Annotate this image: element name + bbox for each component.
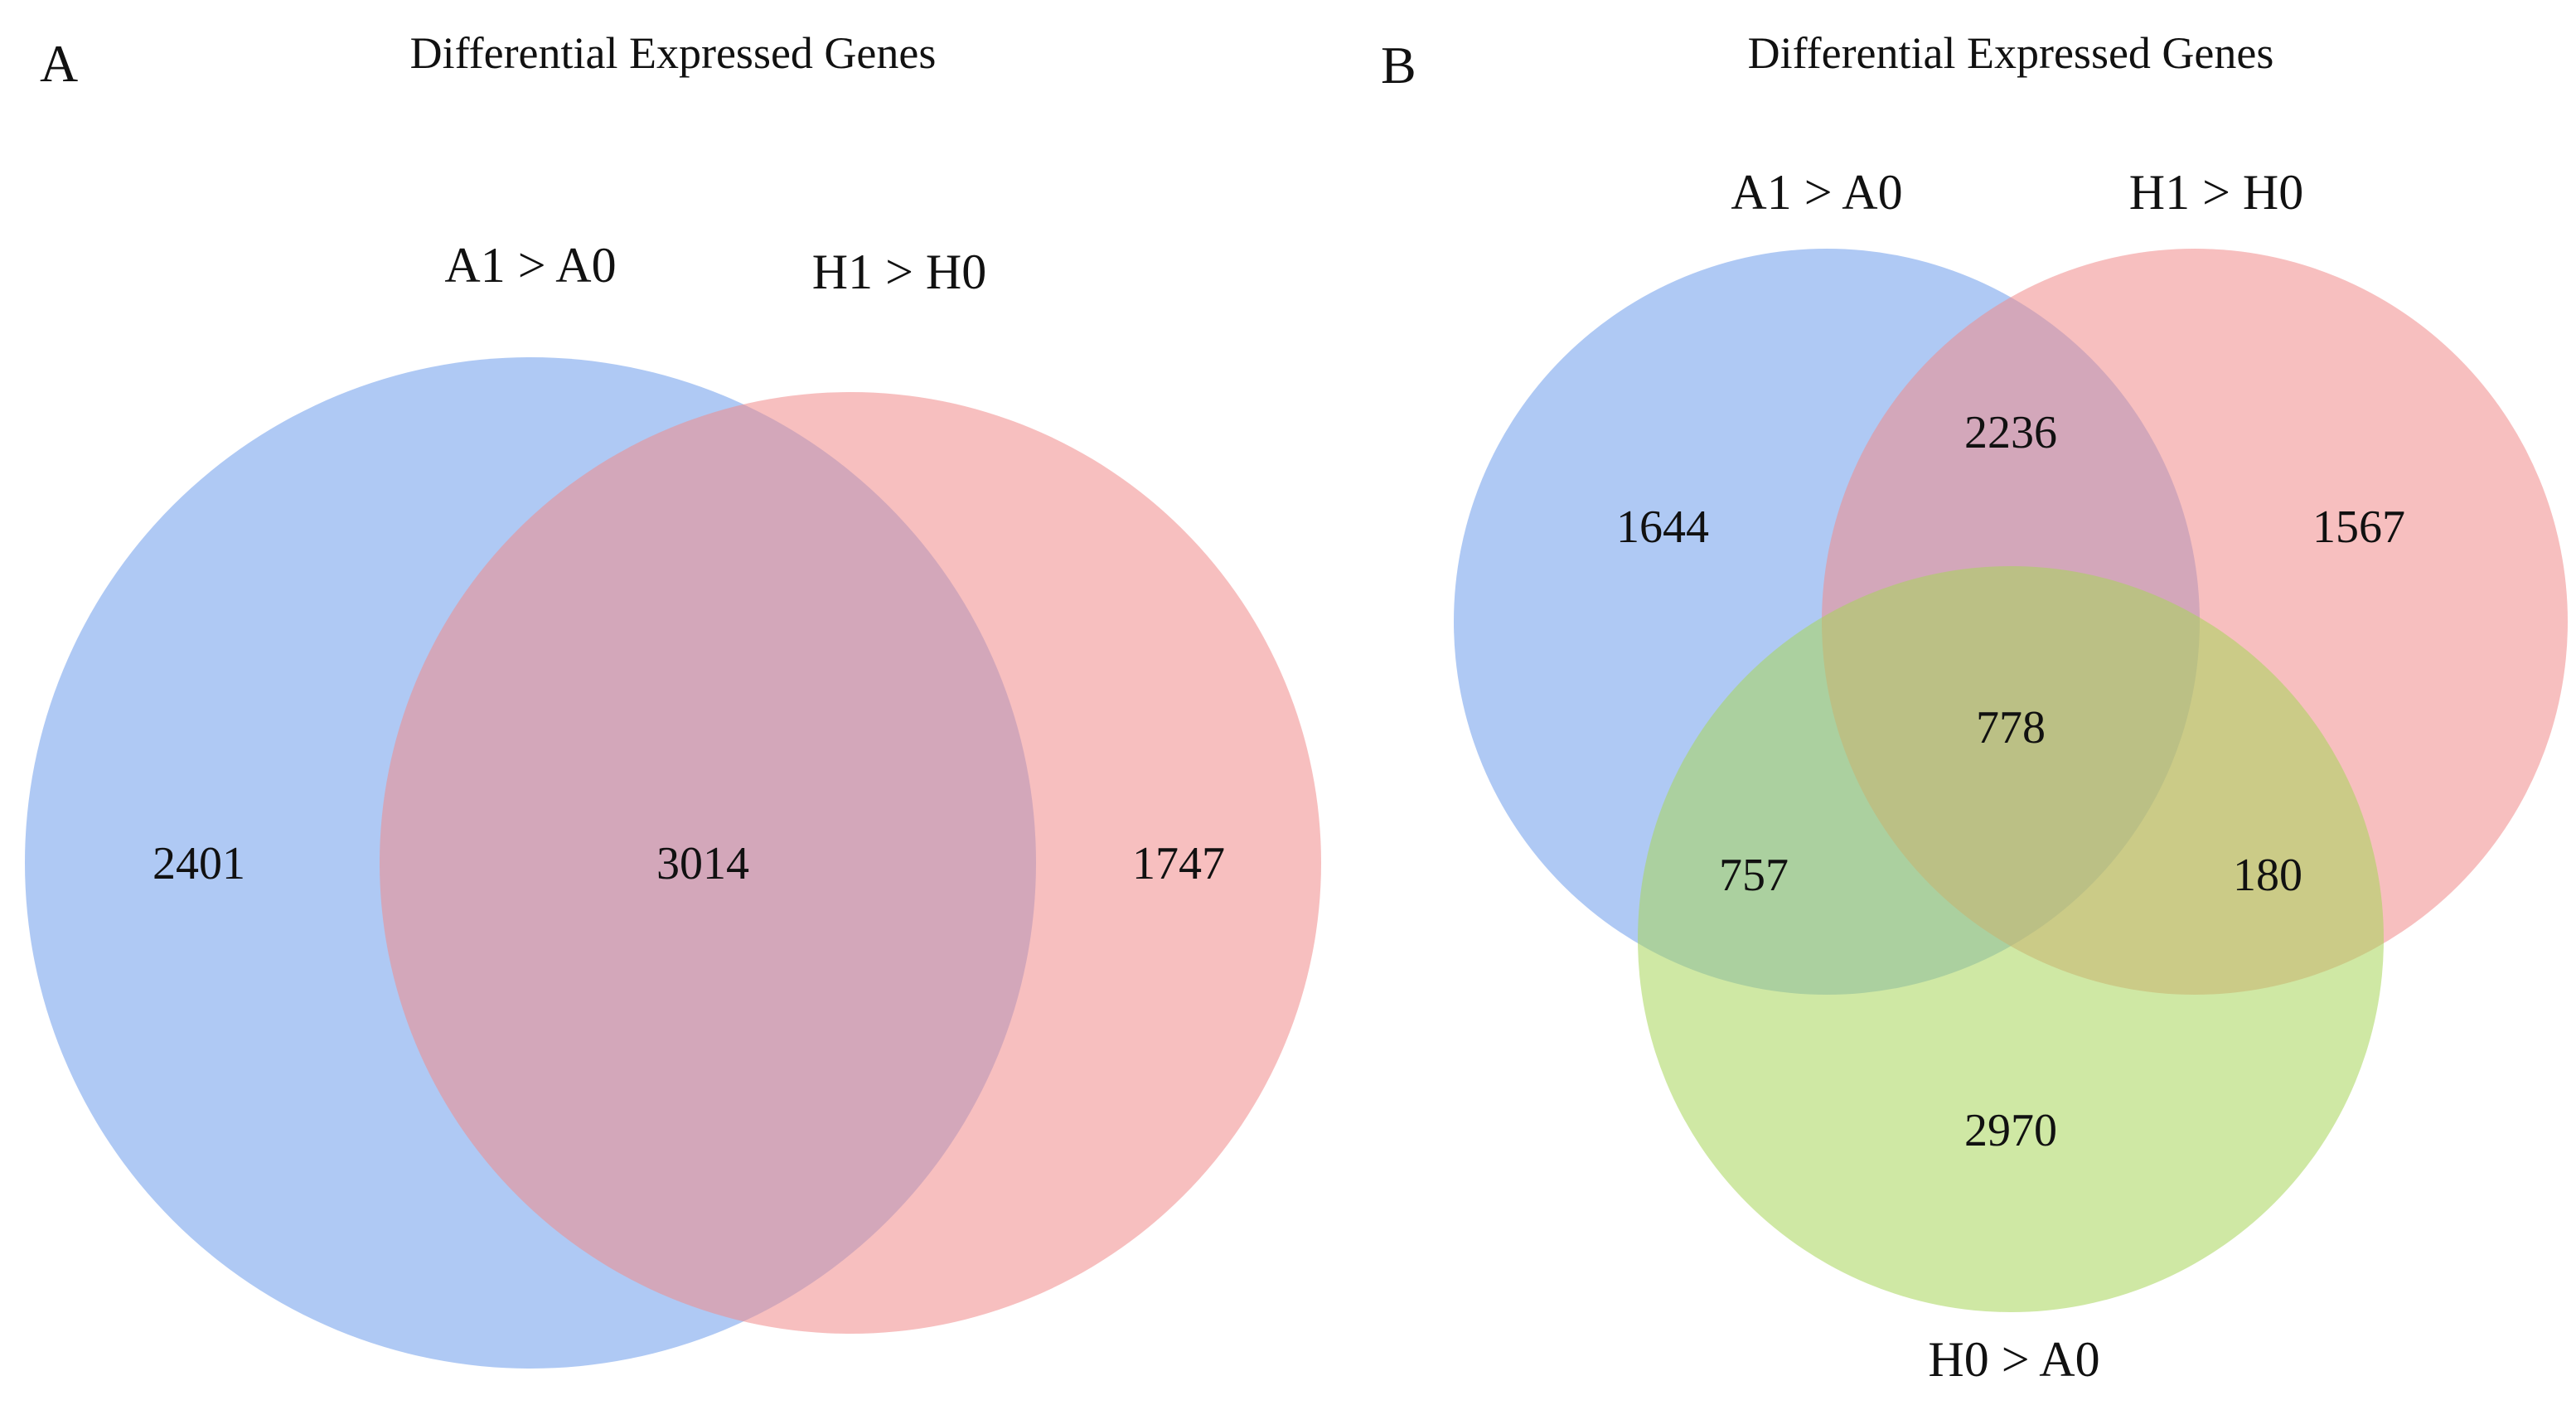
panel-b-label-h1: H1 > H0 (2129, 165, 2304, 220)
panel-b-count-a1-only: 1644 (1616, 501, 1709, 553)
panel-a: A Differential Expressed Genes A1 > A0 H… (25, 28, 1321, 1369)
panel-a-count-h1-only: 1747 (1132, 838, 1225, 889)
panel-b-label-h0: H0 > A0 (1928, 1332, 2099, 1387)
panel-a-label-a1: A1 > A0 (444, 238, 616, 293)
panel-a-label-h1: H1 > H0 (812, 245, 987, 299)
panel-b-count-all-three: 778 (1976, 702, 2046, 753)
panel-b-circle-h0 (1638, 566, 2384, 1312)
panel-a-circle-h1 (380, 392, 1321, 1334)
panel-b-letter: B (1381, 36, 1416, 94)
panel-b-title: Differential Expressed Genes (1748, 28, 2274, 78)
panel-a-count-a1-only: 2401 (153, 838, 245, 889)
panel-b-count-h1-h0: 180 (2233, 850, 2302, 901)
panel-a-letter: A (40, 34, 78, 93)
panel-b-label-a1: A1 > A0 (1731, 165, 1902, 220)
panel-b-count-h0-only: 2970 (1964, 1105, 2057, 1156)
panel-a-count-overlap: 3014 (656, 838, 749, 889)
panel-b: B Differential Expressed Genes A1 > A0 H… (1381, 28, 2568, 1387)
panel-b-count-a1-h1: 2236 (1964, 407, 2057, 458)
panel-a-title: Differential Expressed Genes (410, 28, 937, 78)
panel-b-count-h1-only: 1567 (2312, 501, 2405, 553)
panel-b-count-a1-h0: 757 (1719, 850, 1789, 901)
